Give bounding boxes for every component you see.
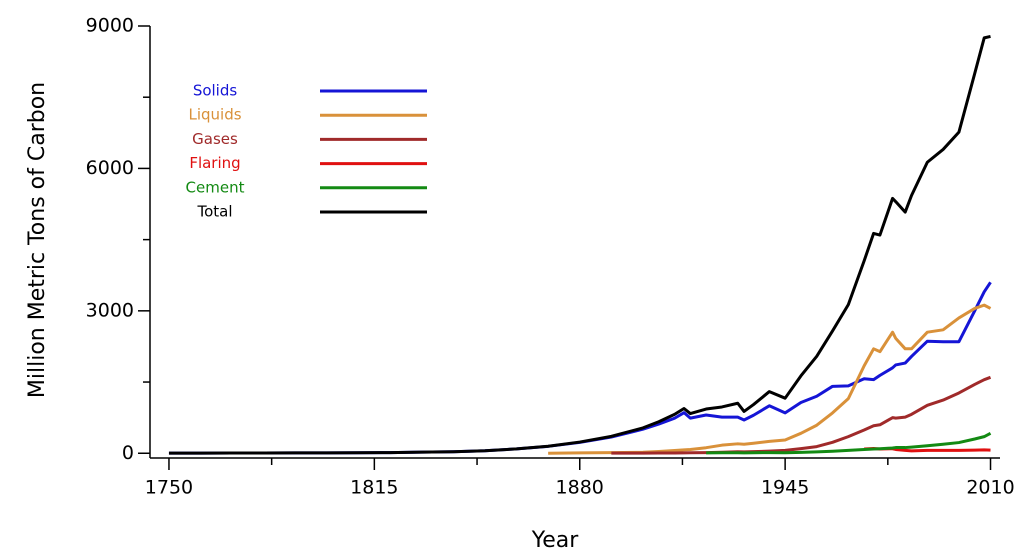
legend-label: Liquids xyxy=(188,106,241,124)
legend-label: Solids xyxy=(193,82,238,100)
legend-label: Cement xyxy=(186,178,245,196)
series-line xyxy=(168,34,991,455)
x-tick-label: 1880 xyxy=(556,477,604,499)
y-tick-label: 9000 xyxy=(86,15,134,37)
legend-label: Gases xyxy=(192,130,238,148)
legend-label: Total xyxy=(196,203,232,221)
x-tick-label: 1750 xyxy=(145,477,193,499)
x-axis-label: Year xyxy=(531,528,580,553)
y-axis-label: Million Metric Tons of Carbon xyxy=(25,82,50,398)
x-tick-label: 1945 xyxy=(761,477,809,499)
series-line xyxy=(548,303,992,455)
series-line xyxy=(611,375,992,455)
x-tick-label: 1815 xyxy=(350,477,398,499)
series-line xyxy=(706,431,992,455)
legend-label: Flaring xyxy=(189,154,240,172)
x-tick-label: 2010 xyxy=(966,477,1014,499)
y-tick-label: 3000 xyxy=(86,299,134,321)
y-tick-label: 6000 xyxy=(86,157,134,179)
y-tick-label: 0 xyxy=(122,442,134,464)
